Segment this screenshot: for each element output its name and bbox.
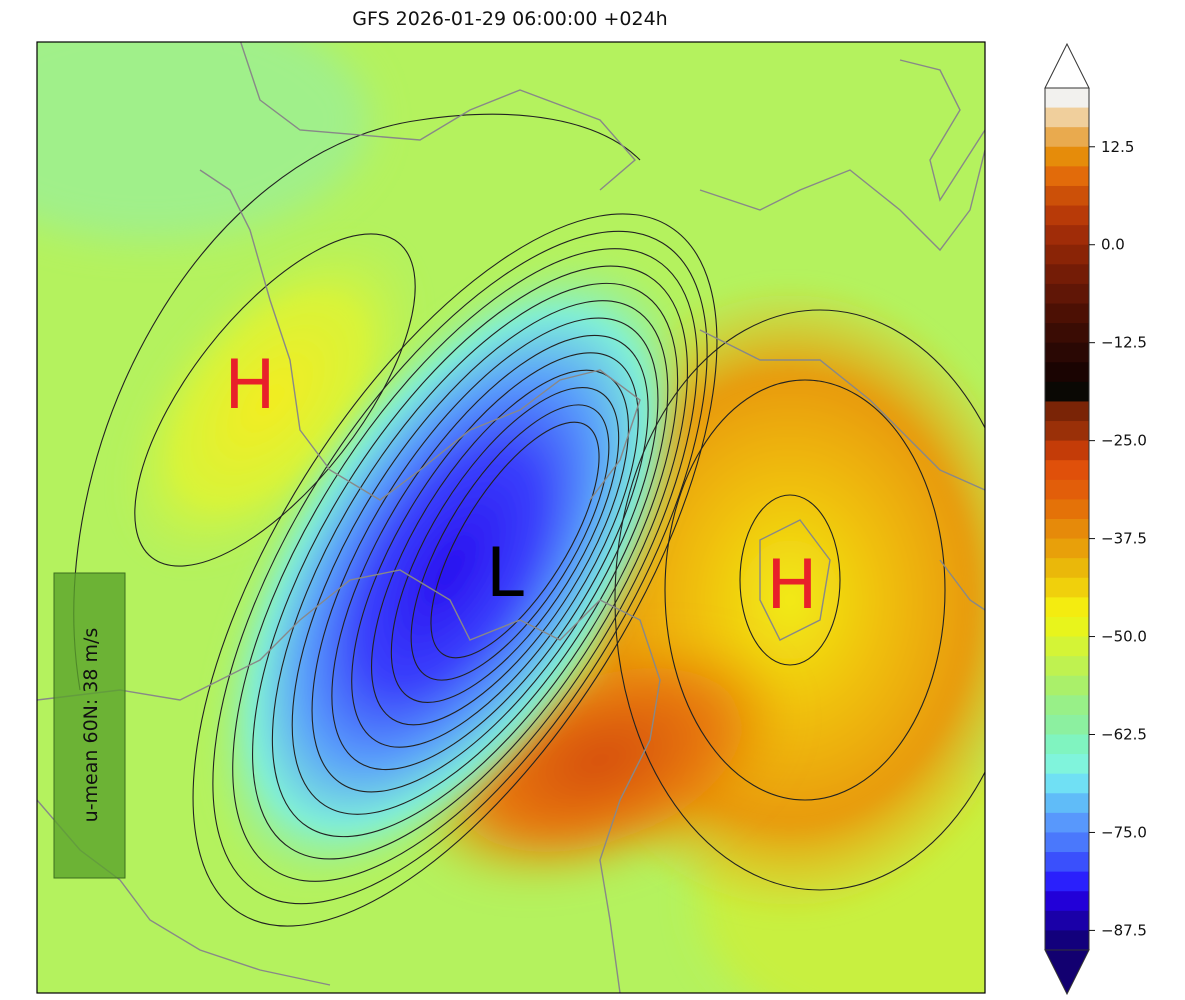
colorbar-band xyxy=(1045,793,1089,814)
coastline xyxy=(759,519,831,641)
field-low xyxy=(205,250,695,890)
contour-line xyxy=(410,404,610,681)
colorbar-band xyxy=(1045,460,1089,481)
colorbar-band xyxy=(1045,636,1089,657)
colorbar-band xyxy=(1045,381,1089,403)
colorbar-band xyxy=(1045,185,1089,207)
colorbar-band xyxy=(1045,401,1089,422)
colorbar-band xyxy=(1045,852,1089,873)
coastline xyxy=(199,169,641,501)
contour-line xyxy=(192,213,718,927)
colorbar-over-extension xyxy=(1044,42,1090,89)
colorbar-outline xyxy=(1044,88,1090,950)
colorbar-tick-label: −75.0 xyxy=(1101,823,1147,841)
colorbar-band xyxy=(1045,832,1089,853)
coastline xyxy=(699,329,985,491)
colorbar-tick-label: −87.5 xyxy=(1101,921,1147,939)
colorbar-band xyxy=(1045,146,1089,167)
coastline xyxy=(37,569,661,993)
colorbar-band xyxy=(1045,675,1089,696)
colorbar-band xyxy=(1045,695,1089,716)
colorbar-tick-label: 12.5 xyxy=(1101,138,1134,156)
contour-line xyxy=(291,300,669,815)
colorbar-band xyxy=(1045,166,1089,187)
colorbar-band xyxy=(1045,871,1089,892)
contour-line xyxy=(351,352,639,748)
colorbar-tick-label: −12.5 xyxy=(1101,334,1147,352)
colorbar-band xyxy=(1045,519,1089,540)
colorbar-tick-label: −50.0 xyxy=(1101,628,1147,646)
colorbar-band xyxy=(1045,107,1089,128)
contour-line xyxy=(331,334,649,771)
coastline xyxy=(699,149,985,252)
colorbar-band xyxy=(1045,225,1089,246)
low-label: L xyxy=(486,534,524,613)
contour-line xyxy=(614,309,985,891)
colorbar-band xyxy=(1045,205,1089,226)
coastline xyxy=(239,42,636,191)
contour-line xyxy=(73,113,641,691)
colorbar-under-extension xyxy=(1044,949,1090,996)
colorbar-band xyxy=(1045,577,1089,598)
coastlines xyxy=(37,42,985,993)
colorbar-band xyxy=(1045,812,1089,834)
colorbar-band xyxy=(1045,499,1089,520)
colorbar-band xyxy=(1045,264,1089,285)
colorbar-band xyxy=(1045,283,1089,305)
map-frame xyxy=(36,41,986,994)
annotation-box xyxy=(53,572,126,879)
colorbar-band xyxy=(1045,734,1089,755)
colorbar-band xyxy=(1045,891,1089,912)
colorbar-band xyxy=(1045,714,1089,736)
colorbar-band xyxy=(1045,597,1089,618)
colorbar-band xyxy=(1045,303,1089,324)
annotation-text: u-mean 60N: 38 m/s xyxy=(80,628,102,823)
colorbar-tick-label: −25.0 xyxy=(1101,432,1147,450)
contour-line xyxy=(390,386,620,704)
colorbar-tick-label: −37.5 xyxy=(1101,530,1147,548)
contour-line xyxy=(664,379,946,801)
field-region xyxy=(37,42,370,240)
colorbar-band xyxy=(1045,342,1089,363)
coastline xyxy=(939,559,985,611)
contour-line xyxy=(430,421,600,659)
colorbar-band xyxy=(1045,479,1089,501)
map-title: GFS 2026-01-29 06:00:00 +024h xyxy=(352,8,668,30)
contour-line xyxy=(134,233,416,567)
field-high-left xyxy=(116,231,424,569)
colorbar-band xyxy=(1045,930,1089,951)
colorbar-band xyxy=(1045,88,1089,109)
contour-line xyxy=(739,494,841,666)
colorbar-tick-label: −62.5 xyxy=(1101,726,1147,744)
high-label: H xyxy=(224,346,275,425)
colorbar: 12.5 0.0 −12.5 −25.0 −37.5 −50.0 −62.5 −75.0 −87… xyxy=(1044,42,1147,996)
colorbar-band xyxy=(1045,244,1089,265)
colorbar-band xyxy=(1045,127,1089,148)
colorbar-band xyxy=(1045,421,1089,442)
colorbar-band xyxy=(1045,773,1089,794)
high-label: H xyxy=(766,546,817,625)
geopotential-contours xyxy=(73,113,985,927)
colorbar-band xyxy=(1045,656,1089,677)
colorbar-band xyxy=(1045,616,1089,638)
contour-line xyxy=(252,265,688,860)
colorbar-band xyxy=(1045,910,1089,932)
colorbar-band xyxy=(1045,538,1089,559)
colorbar-band xyxy=(1045,558,1089,579)
colorbar-band xyxy=(1045,440,1089,461)
colorbar-band xyxy=(1045,362,1089,383)
colorbar-band xyxy=(1045,323,1089,344)
coastline xyxy=(899,59,985,202)
colorbar-tick-label: 0.0 xyxy=(1101,236,1125,254)
colorbar-band xyxy=(1045,754,1089,775)
contour-line xyxy=(232,248,698,882)
map-area: H L H u-mean 60N: 38 m/s xyxy=(37,42,985,993)
